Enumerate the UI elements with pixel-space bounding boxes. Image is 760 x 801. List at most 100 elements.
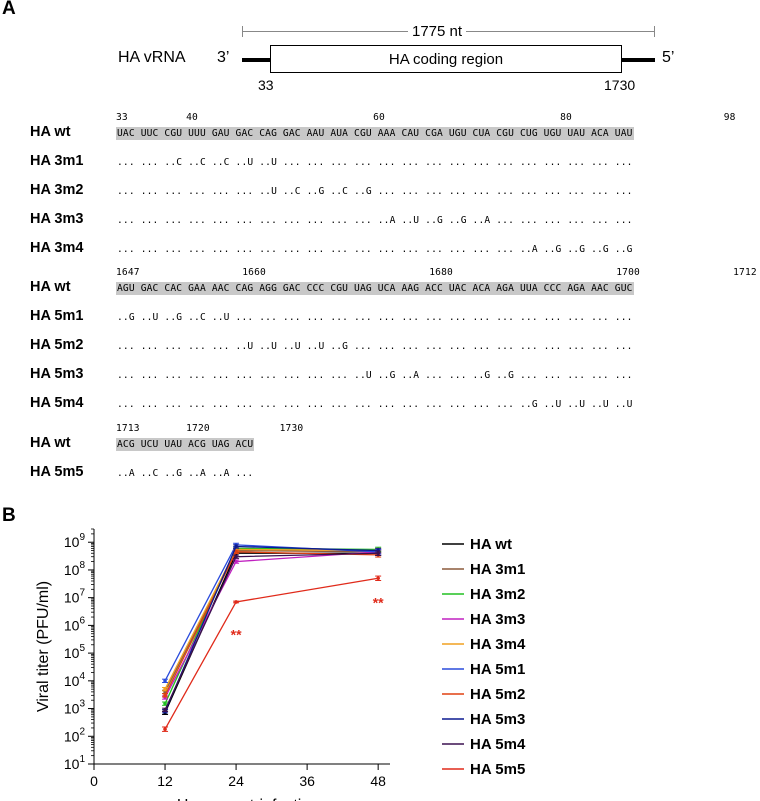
x-tick-label: 24 — [228, 773, 244, 789]
sequence-row-label: HA 3m1 — [30, 153, 84, 169]
y-tick-label: 101 — [64, 754, 86, 772]
y-tick-label: 103 — [64, 699, 86, 717]
end3-label: 3’ — [217, 49, 230, 66]
data-point — [234, 544, 238, 549]
y-tick-label: 108 — [64, 560, 86, 578]
mutant-sequence: ... ... ... ... ... ... ... ... ... ... … — [117, 215, 633, 226]
data-point — [163, 679, 167, 683]
position-tick: 1680 — [429, 267, 453, 278]
mutant-sequence: ... ... ... ... ... ... ..U ..C ..G ..C … — [117, 186, 633, 197]
x-tick-label: 36 — [299, 773, 315, 789]
mutant-sequence: ..G ..U ..G ..C ..U ... ... ... ... ... … — [117, 312, 633, 323]
y-axis-label: Viral titer (PFU/ml) — [35, 581, 52, 712]
legend-label: HA 5m5 — [470, 761, 525, 778]
legend-label: HA 5m4 — [470, 736, 526, 753]
data-point — [234, 550, 238, 554]
sequence-row-label: HA 3m4 — [30, 240, 84, 256]
mutant-sequence: ... ... ..C ..C ..C ..U ..U ... ... ... … — [117, 157, 633, 168]
vrna-label: HA vRNA — [118, 49, 186, 66]
series-line — [164, 551, 379, 698]
utr3-line — [242, 58, 270, 62]
x-axis-label: Hours post-infection — [177, 797, 319, 801]
position-tick: 98 — [723, 112, 736, 123]
legend-label: HA wt — [470, 536, 512, 553]
sequence-row-label: HA 5m5 — [30, 464, 84, 480]
series-line — [164, 551, 379, 696]
position-tick: 33 — [116, 112, 128, 123]
coding-region-box: HA coding region — [270, 45, 622, 73]
position-tick: 1660 — [242, 267, 266, 278]
mutant-sequence: ... ... ... ... ... ... ... ... ... ... … — [117, 370, 633, 381]
data-point — [234, 559, 238, 564]
sequence-row-label: HA 5m4 — [30, 395, 84, 411]
y-tick-label: 109 — [64, 532, 86, 550]
data-point — [163, 708, 167, 712]
sequence-row-label: HA 3m3 — [30, 211, 84, 227]
mutant-sequence: ... ... ... ... ... ... ... ... ... ... … — [117, 399, 633, 410]
data-point — [163, 701, 167, 706]
position-tick: 1647 — [116, 267, 140, 278]
series-ha-3m1 — [162, 548, 382, 695]
position-tick: 1730 — [279, 423, 304, 434]
significance-marker: ** — [231, 626, 242, 642]
significance-marker: ** — [373, 595, 384, 611]
data-point — [234, 554, 238, 559]
legend-label: HA 5m3 — [470, 711, 525, 728]
viral-titer-chart: 101 102 103 104 105 106 107 108 109 0 12 24 36 48 Hour… — [35, 528, 526, 801]
length-label: 1775 nt — [408, 23, 467, 40]
legend-label: HA 3m3 — [470, 611, 525, 628]
position-tick: 1712 — [733, 267, 757, 278]
wt-sequence: ACG UCU UAU ACG UAG ACU — [116, 438, 255, 451]
series-ha-3m2 — [162, 546, 382, 706]
sequence-row-label: HA 5m1 — [30, 308, 84, 324]
sequence-row-label: HA 5m3 — [30, 366, 84, 382]
series-ha-5m5 — [162, 575, 382, 732]
legend-label: HA 3m1 — [470, 561, 525, 578]
series-line — [164, 544, 379, 682]
data-point — [163, 727, 167, 732]
sequence-row-label: HA wt — [30, 124, 71, 140]
mutant-sequence: ... ... ... ... ... ... ... ... ... ... … — [117, 244, 633, 255]
sequence-alignment: 33 40 60 80 98 HA wt UAC UUC CGU UUU GAU GAC C… — [30, 112, 757, 480]
mutant-sequence: ... ... ... ... ... ..U ..U ..U ..U ..G … — [117, 341, 633, 352]
utr5-line — [622, 58, 655, 62]
start-position: 33 — [258, 77, 274, 93]
x-tick-label: 48 — [370, 773, 386, 789]
position-tick: 1700 — [616, 267, 640, 278]
panel-a-letter: A — [2, 0, 16, 19]
series-ha-3m4 — [162, 547, 382, 692]
position-tick: 80 — [560, 112, 572, 123]
position-tick: 1720 — [186, 423, 210, 434]
length-bracket-left-tick — [242, 26, 243, 37]
legend-label: HA 5m1 — [470, 661, 525, 678]
series-ha-5m1 — [162, 542, 382, 683]
legend-label: HA 3m2 — [470, 586, 525, 603]
end5-label: 5’ — [662, 49, 675, 66]
data-point — [376, 576, 380, 581]
y-tick-label: 106 — [64, 615, 86, 633]
sequence-row-label: HA wt — [30, 435, 71, 451]
y-tick-label: 105 — [64, 643, 86, 661]
series-ha-5m3 — [162, 544, 382, 714]
data-point — [234, 600, 238, 604]
series-ha-5m4 — [162, 550, 382, 712]
x-tick-label: 0 — [90, 773, 98, 789]
legend-label: HA 3m4 — [470, 636, 526, 653]
mutant-sequence: ..A ..C ..G ..A ..A ... — [117, 468, 254, 479]
sequence-row-label: HA 3m2 — [30, 182, 84, 198]
wt-sequence: UAC UUC CGU UUU GAU GAC CAG GAC AAU AUA … — [116, 127, 634, 140]
panel-b-letter: B — [2, 505, 16, 526]
data-point — [163, 687, 167, 691]
sequence-row-label: HA 5m2 — [30, 337, 84, 353]
position-tick: 1713 — [116, 423, 140, 434]
x-tick-label: 12 — [157, 773, 173, 789]
y-tick-label: 107 — [64, 588, 86, 606]
wt-sequence: AGU GAC CAC GAA AAC CAG AGG GAC CCC CGU … — [116, 282, 634, 295]
data-point — [376, 551, 380, 556]
coding-region-label: HA coding region — [388, 50, 504, 68]
data-point — [163, 693, 167, 698]
vrna-diagram: 1775 nt HA vRNA 3’ HA coding region 5’ 3… — [0, 0, 760, 100]
y-tick-label: 102 — [64, 726, 86, 744]
y-tick-label: 104 — [64, 671, 86, 689]
series-line — [164, 577, 379, 730]
